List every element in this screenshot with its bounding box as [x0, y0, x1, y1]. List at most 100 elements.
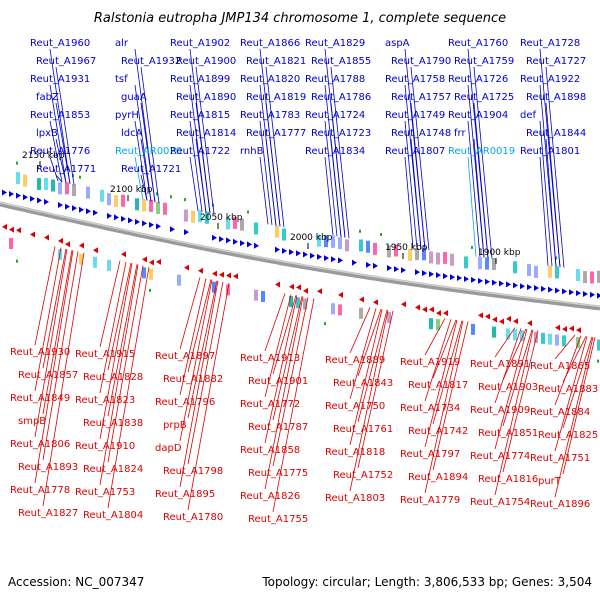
forward-gene	[44, 198, 49, 205]
forward-gene	[303, 251, 308, 258]
leader-line-reverse	[562, 336, 593, 429]
reverse-gene	[338, 291, 343, 298]
gene-label-reverse: Reut_A1806	[10, 439, 70, 450]
cog-feature	[142, 199, 146, 212]
gene-label-reverse: Reut_A1903	[478, 382, 538, 393]
forward-gene	[590, 291, 595, 298]
cog-feature	[100, 189, 104, 202]
gene-label-reverse: Reut_A1910	[75, 441, 135, 452]
leader-line-reverse	[187, 282, 230, 511]
gene-label-reverse: Reut_A1897	[155, 351, 215, 362]
gene-label-forward: Reut_A1902	[170, 38, 230, 49]
gene-label-forward: Reut_A1760	[448, 38, 508, 49]
leader-line-reverse	[187, 281, 224, 465]
leader-line-forward	[189, 120, 203, 212]
cog-feature-lower	[142, 267, 146, 279]
gene-label-forward: Reut_A1801	[520, 146, 580, 157]
gc-marker-lower	[324, 322, 326, 326]
leader-line-reverse	[34, 246, 56, 346]
gene-label-forward: alr	[115, 38, 129, 49]
cog-feature	[478, 257, 482, 270]
forward-gene	[471, 276, 476, 283]
leader-line-forward	[330, 66, 350, 239]
cog-feature	[135, 198, 139, 211]
gene-label-forward: Reut_A1814	[176, 128, 236, 139]
gene-label-reverse: prpB	[163, 420, 187, 431]
forward-gene	[513, 282, 518, 289]
forward-gene	[499, 280, 504, 287]
tick-label: 2100 kbp	[110, 185, 153, 195]
reverse-gene	[436, 310, 441, 317]
cog-feature	[58, 182, 62, 195]
cog-feature-lower	[261, 291, 265, 303]
gene-label-forward: lpxB	[36, 128, 58, 139]
reverse-gene	[506, 315, 511, 322]
reverse-gene	[30, 231, 35, 238]
forward-gene	[86, 208, 91, 215]
leader-line-forward	[404, 120, 418, 249]
tick-label: 2150 kbp	[22, 151, 65, 161]
cog-feature	[163, 202, 167, 215]
cog-feature	[51, 179, 55, 192]
cog-feature-lower	[212, 281, 216, 293]
forward-gene	[121, 215, 126, 222]
forward-gene	[184, 229, 189, 236]
forward-gene	[212, 234, 217, 241]
reverse-gene	[79, 242, 84, 249]
gene-label-reverse: Reut_A1901	[248, 376, 308, 387]
cog-feature-lower	[597, 339, 600, 351]
leader-line-reverse	[264, 296, 304, 490]
forward-gene	[240, 240, 245, 247]
cog-feature	[450, 253, 454, 266]
gc-marker	[156, 192, 158, 196]
leader-line-reverse	[494, 327, 516, 358]
forward-gene	[387, 265, 392, 272]
gene-label-forward: Reut_A1866	[240, 38, 300, 49]
forward-gene	[373, 262, 378, 269]
leader-line-reverse	[554, 337, 594, 498]
leader-line-reverse	[264, 293, 286, 352]
leader-line-forward	[134, 120, 148, 201]
gene-label-reverse: Reut_A1857	[18, 370, 78, 381]
label-layer: Reut_A1960 alr Reut_A1902 Reut_A1866 Reut_A1…	[10, 38, 598, 525]
leader-line-forward	[330, 102, 346, 238]
gene-label-reverse: Reut_A1915	[75, 349, 135, 360]
gene-label-forward: Reut_A1829	[305, 38, 365, 49]
cog-feature	[548, 265, 552, 278]
gc-marker	[555, 256, 557, 260]
reverse-gene	[576, 327, 581, 334]
reverse-gene	[303, 287, 308, 294]
leader-line-reverse	[179, 277, 201, 350]
gc-marker	[471, 245, 473, 249]
leader-line-reverse	[349, 309, 383, 446]
cog-feature	[527, 264, 531, 277]
reverse-gene	[149, 259, 154, 266]
reverse-gene	[443, 310, 448, 317]
forward-gene	[247, 241, 252, 248]
forward-gene	[233, 238, 238, 245]
cog-feature-lower	[429, 318, 433, 330]
leader-line-reverse	[107, 266, 150, 509]
leader-line-reverse	[424, 318, 446, 356]
reverse-gene	[415, 304, 420, 311]
cog-feature-lower	[520, 330, 524, 342]
cog-feature	[191, 210, 195, 223]
gene-label-forward: Reut_A1748	[391, 128, 451, 139]
cog-feature-lower	[338, 304, 342, 316]
gc-marker	[79, 175, 81, 179]
leader-line-forward	[473, 66, 493, 259]
cog-feature	[114, 195, 118, 208]
leader-line-forward	[55, 102, 71, 184]
leader-line-reverse	[432, 321, 469, 471]
tick-label: 1950 kbp	[385, 243, 428, 253]
cog-feature-lower	[359, 307, 363, 319]
gc-marker	[184, 198, 186, 202]
forward-gene	[583, 290, 588, 297]
gene-label-forward: Reut_A1759	[454, 56, 514, 67]
gene-label-forward: Reut_A1786	[311, 92, 371, 103]
gene-label-reverse: Reut_A1909	[470, 405, 530, 416]
cog-feature	[366, 240, 370, 253]
gene-label-reverse: Reut_A1818	[325, 447, 385, 458]
cog-feature	[359, 239, 363, 252]
cog-feature	[282, 228, 286, 241]
